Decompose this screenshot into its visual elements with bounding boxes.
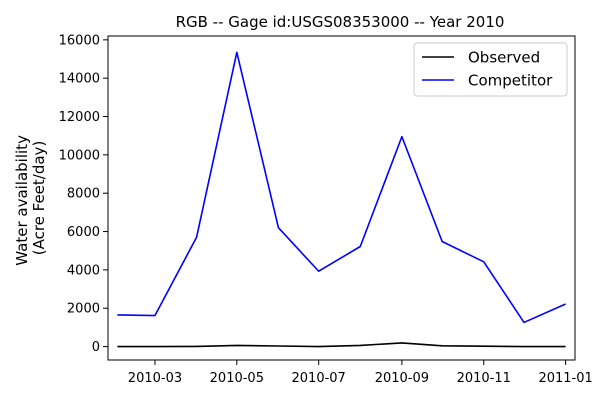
y-tick-label: 6000 (67, 225, 100, 240)
plot-frame (107, 35, 576, 361)
series-line-competitor (117, 51, 566, 324)
chart-title: RGB -- Gage id:USGS08353000 -- Year 2010 (176, 13, 505, 31)
y-tick-label: 4000 (67, 263, 100, 278)
x-tick-label: 2010-03 (128, 371, 182, 386)
x-tick-label: 2011-01 (538, 371, 592, 386)
plot-area: 0 2000 4000 6000 8000 10000 12000 14000 16000 201… (59, 33, 593, 386)
y-axis-label: Water availability (Acre Feet/day) (13, 130, 48, 265)
y-axis-label-line-2: (Acre Feet/day) (30, 141, 48, 256)
legend-label-competitor: Competitor (468, 72, 553, 90)
y-tick-label: 0 (92, 340, 100, 355)
legend: Observed Competitor (413, 42, 568, 97)
x-tick-label: 2010-09 (375, 371, 429, 386)
series-line-observed (117, 342, 566, 348)
y-tick-label: 2000 (67, 302, 100, 317)
x-tick-label: 2010-07 (292, 371, 346, 386)
x-tick-label: 2010-05 (210, 371, 264, 386)
y-tick-label: 14000 (59, 72, 100, 87)
y-tick-label: 10000 (59, 148, 100, 163)
y-tick-label: 8000 (67, 187, 100, 202)
y-tick-label: 12000 (59, 110, 100, 125)
y-axis-label-line-1: Water availability (13, 135, 31, 266)
x-tick-label: 2010-11 (457, 371, 511, 386)
legend-label-observed: Observed (468, 49, 540, 67)
y-tick-label: 16000 (59, 33, 100, 48)
